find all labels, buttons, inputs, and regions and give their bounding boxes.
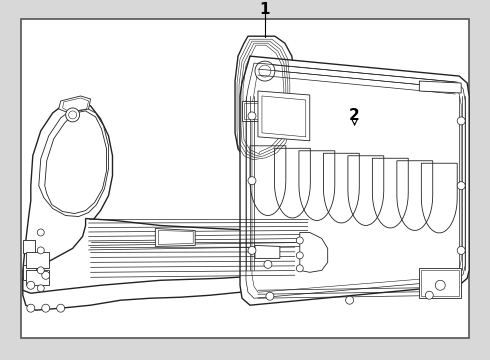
- Circle shape: [37, 267, 44, 274]
- Text: 2: 2: [349, 108, 360, 123]
- Circle shape: [248, 112, 256, 120]
- Circle shape: [42, 304, 49, 312]
- Text: 1: 1: [260, 2, 270, 17]
- Circle shape: [457, 182, 465, 190]
- Circle shape: [296, 252, 303, 259]
- Polygon shape: [23, 240, 35, 253]
- Polygon shape: [255, 246, 280, 258]
- Circle shape: [37, 285, 44, 292]
- Circle shape: [296, 237, 303, 244]
- Polygon shape: [419, 268, 461, 298]
- Polygon shape: [419, 81, 461, 93]
- Circle shape: [266, 292, 274, 300]
- Polygon shape: [258, 91, 310, 141]
- Polygon shape: [23, 265, 36, 280]
- Polygon shape: [39, 107, 108, 216]
- Polygon shape: [240, 56, 469, 305]
- Circle shape: [296, 265, 303, 272]
- Circle shape: [425, 291, 433, 299]
- Circle shape: [37, 247, 44, 254]
- Circle shape: [37, 229, 44, 236]
- Circle shape: [457, 247, 465, 255]
- Polygon shape: [23, 219, 319, 293]
- Circle shape: [264, 260, 272, 268]
- Circle shape: [27, 304, 35, 312]
- Polygon shape: [59, 96, 91, 113]
- Bar: [21, 19, 469, 338]
- Circle shape: [248, 247, 256, 255]
- Polygon shape: [242, 101, 270, 121]
- Polygon shape: [235, 36, 295, 163]
- Circle shape: [27, 281, 35, 289]
- Polygon shape: [26, 270, 49, 285]
- Circle shape: [248, 177, 256, 185]
- Circle shape: [345, 296, 354, 304]
- Circle shape: [457, 117, 465, 125]
- Circle shape: [42, 271, 49, 279]
- Circle shape: [57, 304, 65, 312]
- Polygon shape: [23, 101, 270, 310]
- Circle shape: [435, 280, 445, 290]
- Polygon shape: [155, 229, 195, 247]
- Circle shape: [66, 108, 79, 122]
- Circle shape: [255, 61, 275, 81]
- Polygon shape: [300, 233, 328, 272]
- Polygon shape: [26, 252, 49, 268]
